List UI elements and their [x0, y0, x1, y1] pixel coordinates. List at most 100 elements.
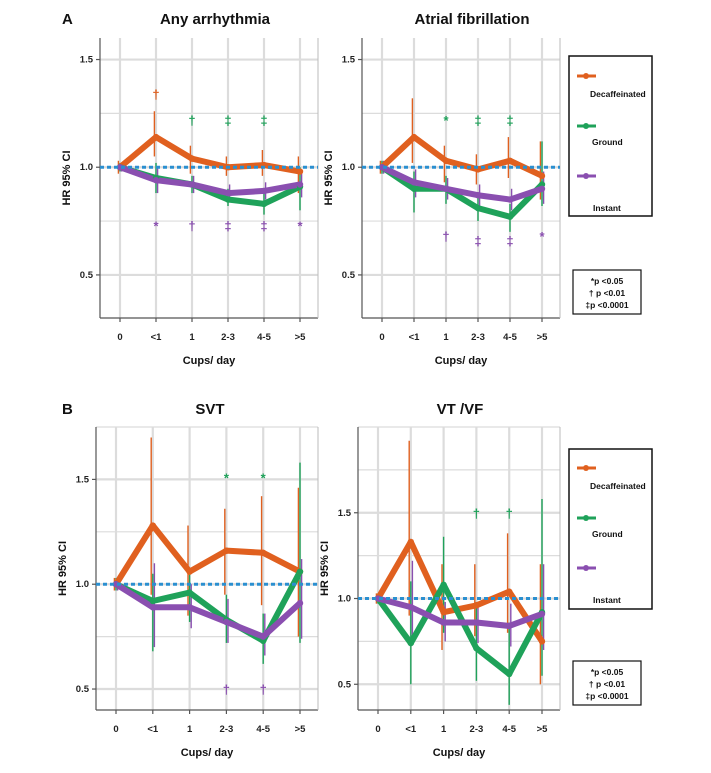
y-tick-label: 1.5: [342, 55, 356, 66]
y-tick-label: 1.5: [338, 508, 352, 519]
chart-atrial-fibrillation: 0.5 1.0 1.5 0 <1 1 2-3 4-5 >5 Atrial fibrillation…: [323, 11, 561, 367]
y-tick-label: 1.5: [76, 474, 90, 485]
legend-bottom-label-ground: Ground: [592, 529, 623, 539]
data-point-ground: [407, 639, 414, 647]
data-point-decaffeinated: [188, 155, 196, 162]
x-tick-label: 0: [117, 332, 122, 343]
series-line-instant: [379, 164, 545, 203]
plot-area: [358, 427, 560, 710]
x-tick-label: 1: [187, 724, 193, 735]
chart-title: VT /VF: [437, 401, 484, 418]
plot-area: [100, 38, 318, 318]
data-point-decaffeinated: [538, 172, 546, 180]
data-point-instant: [538, 185, 546, 192]
legend-bottom-label-decaffeinated: Decaffeinated: [590, 481, 646, 491]
data-point-decaffeinated: [223, 547, 230, 554]
data-point-ground: [506, 670, 513, 678]
pvalue-top-line-3: ‡p <0.0001: [585, 300, 629, 310]
data-point-instant: [473, 619, 480, 626]
chart-vt-vf: 0.5 1.0 1.5 0 <1 1 2-3 4-5 >5 VT /VF Cups/ day HR 9…: [319, 401, 561, 759]
x-tick-label: <1: [147, 724, 159, 735]
significance-marker: *: [224, 470, 230, 485]
data-point-decaffeinated: [407, 538, 414, 546]
data-point-decaffeinated: [152, 133, 160, 141]
legend-top-swatch-decaffeinated: [577, 73, 596, 79]
y-tick-label: 1.0: [342, 162, 355, 173]
x-tick-label: 0: [375, 724, 380, 735]
x-tick-label: >5: [537, 724, 549, 735]
x-tick-label: 2-3: [470, 724, 484, 735]
significance-marker: ‡: [224, 113, 231, 128]
data-point-ground: [474, 204, 482, 212]
significance-marker: †: [473, 506, 480, 521]
x-tick-label: 2-3: [220, 724, 234, 735]
data-point-instant: [116, 164, 124, 171]
data-point-instant: [506, 196, 514, 203]
pvalue-bottom-line-2: † p <0.01: [589, 679, 625, 689]
significance-marker: *: [443, 113, 449, 128]
series-line-instant: [117, 164, 303, 197]
significance-marker: *: [261, 470, 267, 485]
x-tick-label: 4-5: [503, 332, 517, 343]
x-axis-title: Cups/ day: [435, 355, 488, 367]
significance-marker: ‡: [474, 233, 481, 248]
data-point-ground: [473, 645, 480, 652]
significance-marker: ‡: [224, 218, 231, 233]
legend-top-label-ground: Ground: [592, 137, 623, 147]
pvalue-top-line-2: † p <0.01: [589, 288, 625, 298]
series-line-ground: [375, 581, 545, 677]
y-tick-label: 1.5: [80, 55, 94, 66]
data-point-decaffeinated: [442, 157, 450, 164]
legend-top: Decaffeinated Ground Instant: [568, 55, 653, 217]
data-point-instant: [440, 619, 447, 626]
legend-bottom: Decaffeinated Ground Instant: [568, 448, 653, 610]
significance-marker: ‡: [506, 113, 513, 128]
legend-bottom-label-instant: Instant: [593, 595, 621, 605]
data-point-ground: [260, 200, 268, 208]
significance-marker: *: [539, 229, 545, 244]
y-tick-label: 1.0: [80, 162, 93, 173]
data-point-instant: [374, 595, 382, 602]
x-tick-label: >5: [295, 332, 307, 343]
significance-marker: †: [260, 682, 267, 697]
data-point-instant: [410, 179, 418, 186]
significance-marker: ‡: [474, 113, 481, 128]
data-point-decaffeinated: [296, 168, 304, 175]
data-point-instant: [378, 164, 386, 171]
pvalue-box-bottom-frame: [572, 660, 642, 706]
x-tick-label: >5: [295, 724, 307, 735]
series-line-instant: [113, 581, 303, 640]
data-point-decaffeinated: [538, 638, 546, 645]
significance-marker: †: [223, 682, 230, 697]
data-point-decaffeinated: [473, 602, 480, 609]
chart-svt: 0.5 1.0 1.5 0 <1 1 2-3 4-5 >5 SVT Cups/ day HR 95% …: [57, 401, 319, 759]
x-tick-label: 1: [189, 332, 195, 343]
significance-marker: ‡: [260, 113, 267, 128]
pvalue-bottom-line-1: *p <0.05: [591, 667, 624, 677]
significance-marker: ‡: [260, 218, 267, 233]
x-tick-label: 1: [443, 332, 449, 343]
x-tick-label: 4-5: [256, 724, 270, 735]
data-point-decaffeinated: [440, 609, 447, 616]
legend-top-swatch-instant: [577, 173, 596, 179]
series-line-decaffeinated: [379, 134, 545, 179]
data-point-instant: [112, 581, 120, 588]
x-tick-label: 2-3: [221, 332, 235, 343]
y-tick-label: 0.5: [338, 679, 352, 690]
y-axis-title: HR 95% CI: [319, 541, 331, 596]
data-point-ground: [186, 589, 193, 596]
x-tick-label: <1: [409, 332, 421, 343]
significance-marker: †: [442, 229, 449, 244]
data-point-ground: [410, 185, 418, 192]
legend-top-label-decaffeinated: Decaffeinated: [590, 89, 646, 99]
x-tick-label: 4-5: [502, 724, 516, 735]
x-axis-title: Cups/ day: [181, 747, 234, 759]
x-tick-label: <1: [405, 724, 417, 735]
data-point-decaffeinated: [410, 133, 418, 141]
data-point-decaffeinated: [186, 568, 193, 575]
x-tick-label: >5: [537, 332, 549, 343]
data-point-instant: [442, 185, 450, 192]
plot-area: [96, 427, 318, 710]
x-tick-label: 1: [441, 724, 447, 735]
